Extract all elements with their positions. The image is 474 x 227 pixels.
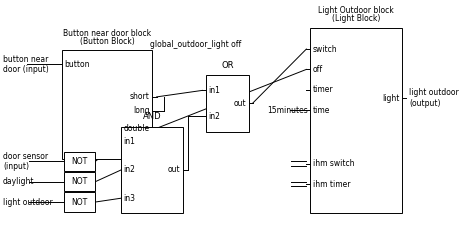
Text: out: out <box>234 99 246 108</box>
Bar <box>121 127 182 213</box>
Text: Button near door block: Button near door block <box>63 29 151 38</box>
Text: in2: in2 <box>209 112 220 121</box>
Text: door sensor
(input): door sensor (input) <box>3 152 48 171</box>
Text: in2: in2 <box>123 165 135 174</box>
Text: light outdoor
(output): light outdoor (output) <box>410 88 459 108</box>
Text: 15minutes: 15minutes <box>268 106 309 115</box>
Text: double: double <box>123 124 149 133</box>
Text: button near
door (input): button near door (input) <box>3 55 49 74</box>
Text: light: light <box>383 94 400 103</box>
Bar <box>64 192 95 212</box>
Bar <box>310 28 402 213</box>
Text: AND: AND <box>143 112 161 121</box>
Text: off: off <box>312 65 323 74</box>
Bar <box>206 75 249 132</box>
Text: global_outdoor_light off: global_outdoor_light off <box>149 40 241 49</box>
Text: (Button Block): (Button Block) <box>80 37 134 46</box>
Text: OR: OR <box>221 61 234 69</box>
Bar <box>64 172 95 191</box>
Text: in1: in1 <box>123 137 135 146</box>
Text: NOT: NOT <box>72 157 88 166</box>
Text: in3: in3 <box>123 194 135 203</box>
Bar <box>62 50 152 159</box>
Text: switch: switch <box>312 44 337 54</box>
Text: light outdoor: light outdoor <box>3 197 53 207</box>
Bar <box>64 152 95 171</box>
Text: short: short <box>130 92 149 101</box>
Text: time: time <box>312 106 330 115</box>
Text: out: out <box>168 165 181 174</box>
Text: (Light Block): (Light Block) <box>332 14 381 23</box>
Text: ihm switch: ihm switch <box>312 159 354 168</box>
Text: long: long <box>133 106 149 116</box>
Text: NOT: NOT <box>72 197 88 207</box>
Text: daylight: daylight <box>3 177 35 186</box>
Text: NOT: NOT <box>72 177 88 186</box>
Text: Light Outdoor block: Light Outdoor block <box>319 6 394 15</box>
Text: button: button <box>64 60 90 69</box>
Text: ihm timer: ihm timer <box>312 180 350 189</box>
Text: timer: timer <box>312 85 333 94</box>
Text: in1: in1 <box>209 86 220 95</box>
